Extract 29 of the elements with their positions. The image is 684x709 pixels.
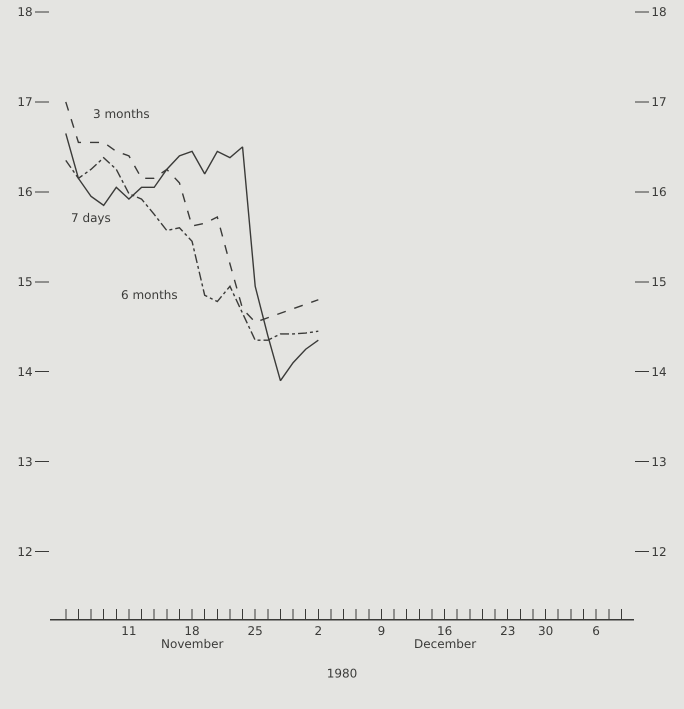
y2-tick-label: 12 xyxy=(651,544,667,559)
y2-tick-label: 15 xyxy=(651,274,667,289)
y2-tick-label: 17 xyxy=(651,95,667,110)
y-tick-label: 15 xyxy=(17,274,33,289)
x-tick-label: 30 xyxy=(538,624,554,638)
y-tick-label: 14 xyxy=(17,364,33,379)
y2-tick-label: 16 xyxy=(651,185,667,200)
y-tick-label: 17 xyxy=(17,95,33,110)
x-tick-label: 18 xyxy=(184,624,200,638)
series-label: 7 days xyxy=(71,211,111,225)
y-tick-label: 12 xyxy=(17,544,33,559)
x-tick-label: 6 xyxy=(592,624,600,638)
series-label: 3 months xyxy=(93,107,150,121)
x-tick-label: 2 xyxy=(314,624,322,638)
x-tick-label: 25 xyxy=(248,624,263,638)
y-tick-label: 13 xyxy=(17,454,33,469)
x-tick-label: 16 xyxy=(436,624,452,638)
text: November xyxy=(161,637,224,651)
y-tick-label: 18 xyxy=(17,5,33,20)
y2-tick-label: 18 xyxy=(651,5,667,20)
x-tick-label: 9 xyxy=(378,624,386,638)
x-axis-title: 1980 xyxy=(326,666,358,681)
x-tick-label: 23 xyxy=(500,624,516,638)
text: 6 months xyxy=(121,288,178,302)
text: December xyxy=(414,637,476,651)
y2-tick-label: 14 xyxy=(651,364,667,379)
y2-tick-label: 13 xyxy=(651,454,667,469)
y-tick-label: 16 xyxy=(17,185,33,200)
x-tick-label: 11 xyxy=(121,624,137,638)
